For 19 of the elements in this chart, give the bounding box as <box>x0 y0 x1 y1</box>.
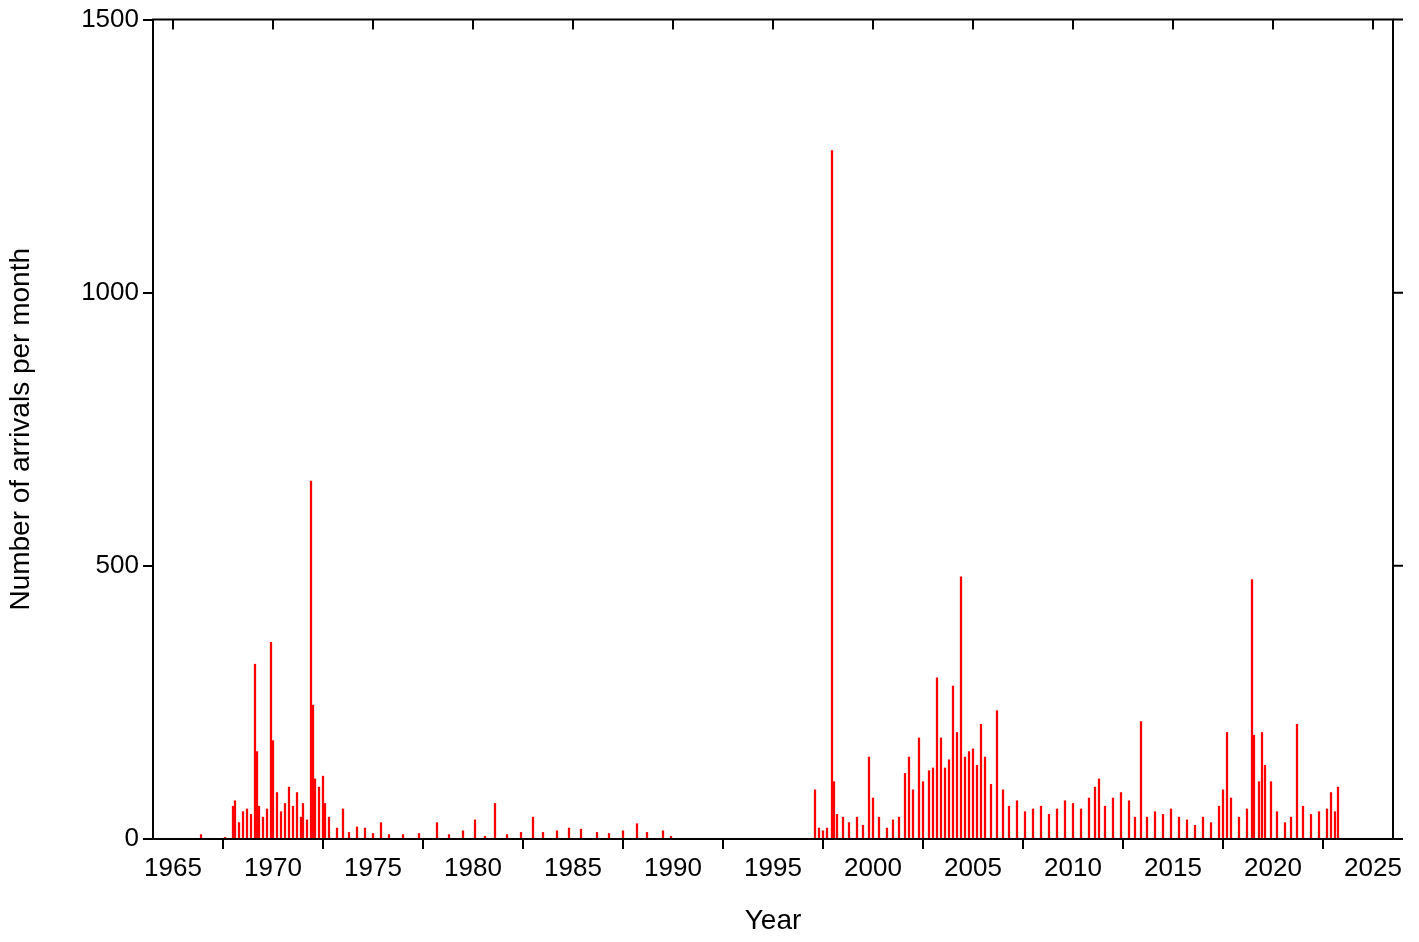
x-tick-label: 1965 <box>144 851 202 882</box>
y-tick-label: 500 <box>95 549 139 580</box>
x-tick-label: 1985 <box>544 851 602 882</box>
x-tick-label: 2025 <box>1344 851 1402 882</box>
y-axis-title: Number of arrivals per month <box>3 248 35 611</box>
x-tick-label: 1995 <box>744 851 802 882</box>
x-tick-label: 2020 <box>1244 851 1302 882</box>
x-tick-label: 1975 <box>344 851 402 882</box>
y-tick-label: 1500 <box>81 2 139 33</box>
x-tick-label: 2015 <box>1144 851 1202 882</box>
x-tick-label: 1990 <box>644 851 702 882</box>
x-tick-label: 2010 <box>1044 851 1102 882</box>
x-tick-label: 1970 <box>244 851 302 882</box>
y-tick-label: 1000 <box>81 275 139 306</box>
x-axis-title: Year <box>744 903 802 935</box>
x-tick-label: 2000 <box>844 851 902 882</box>
x-tick-label: 1980 <box>444 851 502 882</box>
x-tick-label: 2005 <box>944 851 1002 882</box>
y-tick-label: 0 <box>124 822 139 853</box>
